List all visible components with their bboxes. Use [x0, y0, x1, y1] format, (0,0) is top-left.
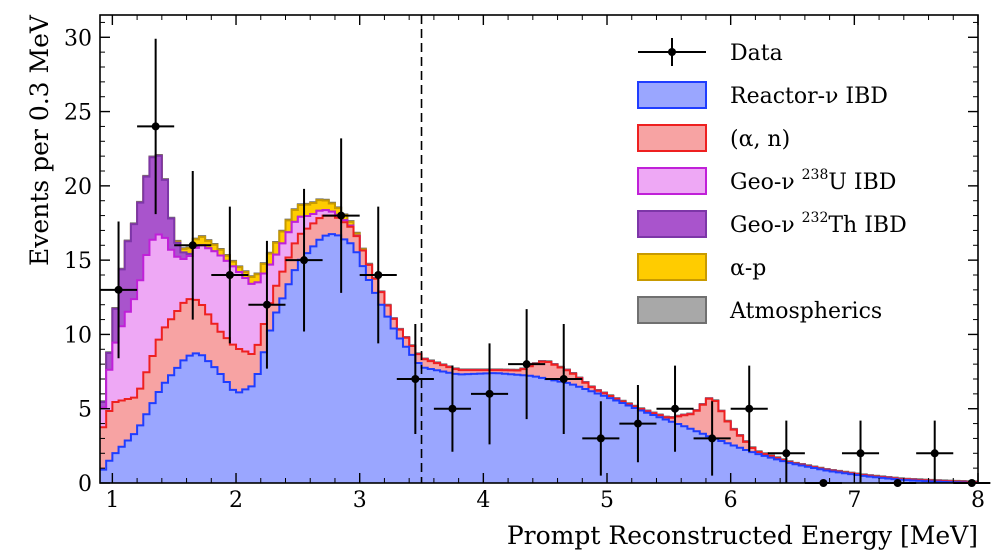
data-marker — [633, 419, 642, 428]
legend-label-text: Reactor-ν IBD — [730, 84, 888, 109]
data-point — [396, 324, 434, 434]
y-tick-label: 5 — [78, 398, 92, 423]
legend-swatch — [637, 253, 707, 281]
legend-label-superscript: 238 — [802, 167, 829, 183]
data-point — [100, 221, 138, 359]
legend-swatch — [637, 296, 707, 324]
legend-label-text: Geo-ν — [730, 213, 802, 238]
data-point — [656, 365, 694, 452]
data-marker — [708, 434, 717, 443]
x-tick-label: 8 — [971, 488, 985, 513]
legend-swatch — [637, 210, 707, 238]
data-point — [582, 401, 620, 476]
data-point — [470, 343, 509, 445]
legend-label: (α, n) — [730, 127, 790, 152]
data-marker — [745, 404, 754, 413]
data-point — [730, 365, 768, 452]
legend-label-text: α-p — [730, 256, 766, 281]
legend-label-text: Geo-ν — [730, 170, 802, 195]
x-tick-label: 7 — [847, 488, 861, 513]
data-marker — [300, 256, 309, 265]
data-marker — [411, 375, 420, 383]
data-point — [693, 401, 731, 476]
hist-fill-reactor — [100, 234, 978, 483]
histogram-layer — [100, 154, 978, 484]
data-marker — [262, 300, 271, 309]
data-marker — [188, 241, 197, 250]
data-point — [211, 206, 249, 344]
legend-swatch — [637, 167, 707, 195]
y-tick-label: 10 — [64, 323, 92, 348]
data-marker — [522, 360, 531, 369]
data-marker — [559, 375, 568, 383]
legend-item-geoU: Geo-ν 238U IBD — [637, 167, 896, 195]
data-point — [767, 420, 805, 483]
data-point — [619, 384, 657, 463]
data-marker — [671, 404, 680, 413]
data-point — [433, 365, 471, 452]
data-point — [248, 240, 286, 369]
x-axis-title: Prompt Reconstructed Energy [MeV] — [507, 521, 978, 550]
data-point — [508, 309, 546, 420]
data-marker — [374, 271, 383, 279]
data-point — [545, 324, 583, 434]
legend-label-text: (α, n) — [730, 127, 790, 152]
hist-edge-reactor — [100, 233, 978, 484]
y-tick-label: 30 — [64, 26, 92, 51]
y-tick-label: 15 — [64, 249, 92, 274]
legend-label: Atmospherics — [729, 299, 882, 324]
legend-label: Data — [730, 41, 783, 66]
data-point — [359, 206, 397, 344]
axes: 1 2 3 4 5 6 7 8 0 5 10 15 20 25 30 — [64, 14, 985, 513]
data-marker — [485, 389, 494, 398]
data-marker — [337, 211, 346, 220]
y-tick-label: 25 — [64, 101, 92, 126]
data-point — [916, 420, 954, 483]
data-marker — [151, 122, 160, 131]
legend-label-text: Data — [730, 41, 783, 66]
data-point — [322, 138, 360, 293]
data-marker — [448, 404, 457, 413]
x-tick-label: 6 — [724, 488, 738, 513]
legend-label: Reactor-ν IBD — [730, 84, 888, 109]
data-marker — [114, 285, 123, 294]
legend-item-an: (α, n) — [637, 124, 790, 152]
legend-swatch — [637, 81, 707, 109]
x-tick-label: 3 — [353, 488, 367, 513]
legend-label-tail: Th IBD — [828, 213, 906, 238]
y-tick-label: 0 — [78, 472, 92, 497]
x-tick-label: 1 — [105, 488, 119, 513]
x-tick-label: 2 — [229, 488, 243, 513]
plot-frame — [99, 14, 979, 484]
data-marker — [596, 434, 605, 443]
data-point — [174, 171, 212, 320]
legend-item-atm: Atmospherics — [637, 296, 882, 324]
legend-swatch — [637, 124, 707, 152]
data-marker — [225, 271, 234, 279]
legend-marker — [668, 48, 676, 56]
legend-item-data: Data — [638, 38, 783, 66]
legend-label: Geo-ν 232Th IBD — [730, 210, 907, 238]
y-tick-label: 20 — [64, 175, 92, 200]
legend-item-reactor: Reactor-ν IBD — [637, 81, 888, 109]
data-marker — [782, 449, 791, 458]
y-axis-title: Events per 0.3 MeV — [25, 14, 54, 266]
data-marker — [856, 449, 865, 458]
x-tick-label: 4 — [476, 488, 490, 513]
legend-label-text: Atmospherics — [729, 299, 882, 324]
legend-item-ap: α-p — [637, 253, 766, 281]
legend-label: Geo-ν 238U IBD — [730, 167, 896, 195]
legend-label-superscript: 232 — [802, 210, 829, 226]
legend-label-tail: U IBD — [828, 170, 896, 195]
data-point — [137, 38, 175, 215]
legend-item-geoTh: Geo-ν 232Th IBD — [637, 210, 907, 238]
legend-label: α-p — [730, 256, 766, 281]
data-point — [841, 420, 880, 483]
x-tick-label: 5 — [600, 488, 614, 513]
data-point — [285, 188, 323, 332]
data-marker — [930, 449, 939, 458]
